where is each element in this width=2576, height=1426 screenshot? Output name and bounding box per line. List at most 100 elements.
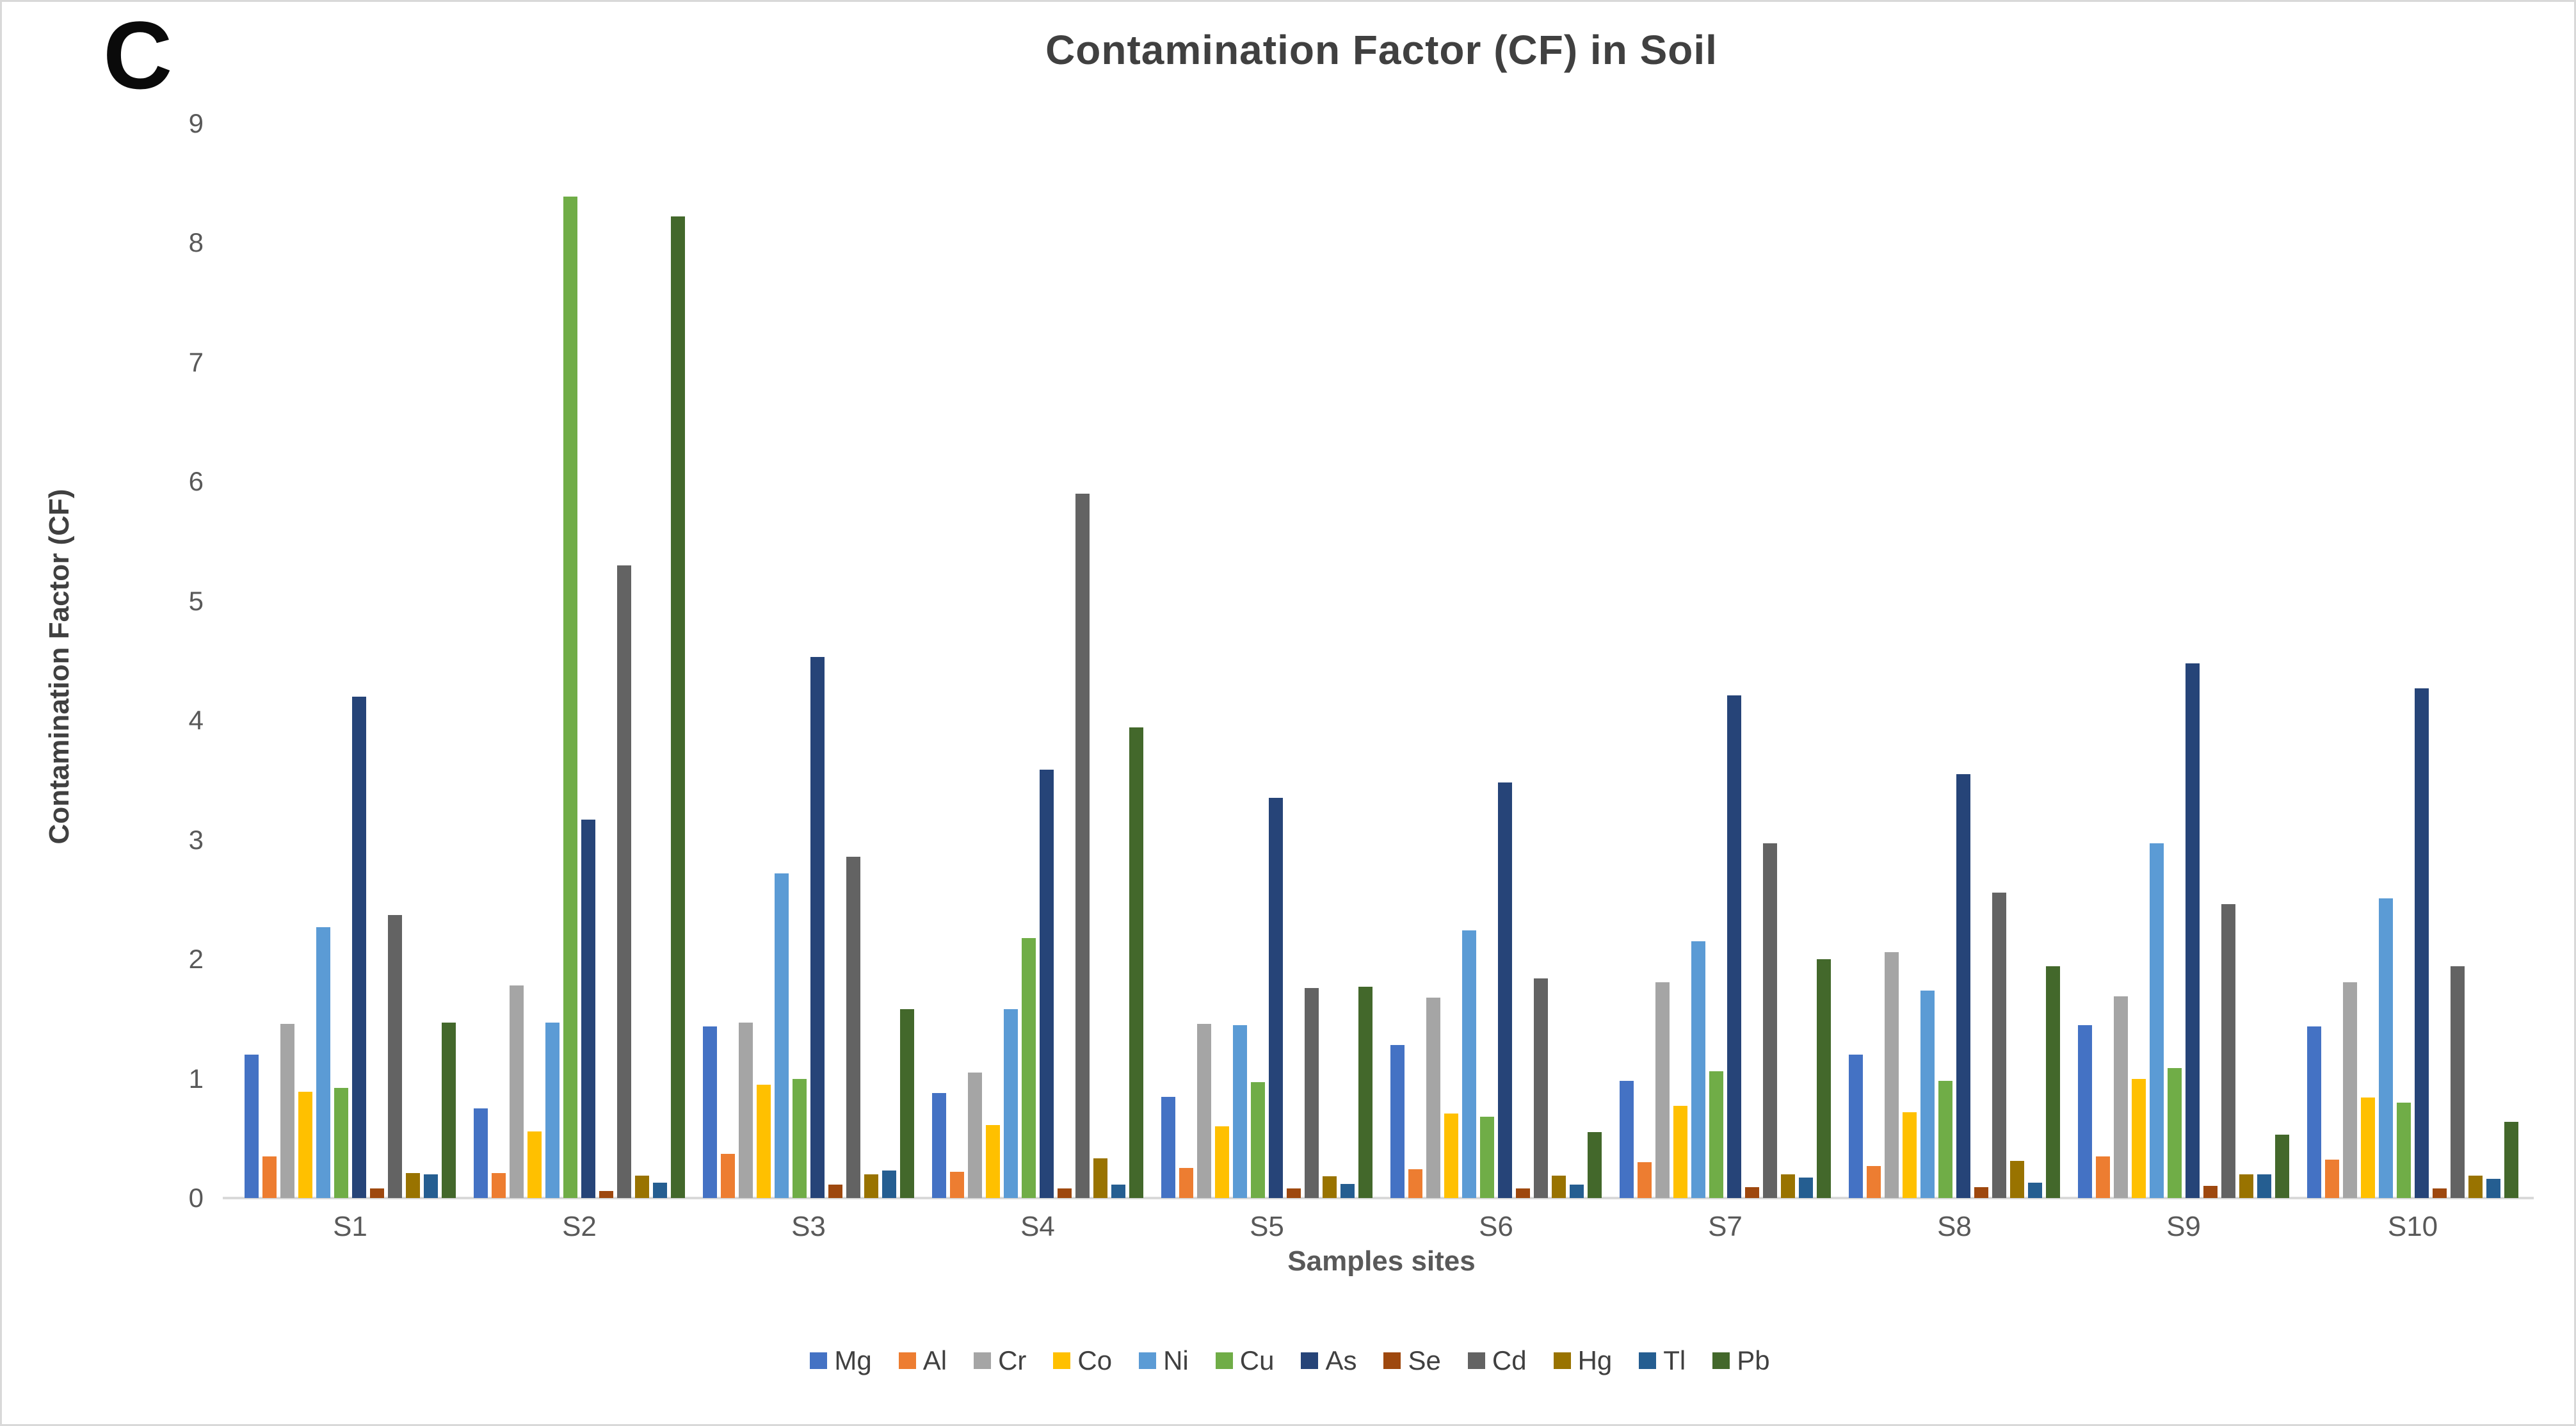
bar-hg-s3 [864, 1174, 878, 1198]
bar-tl-s9 [2257, 1174, 2271, 1198]
bar-pb-s5 [1358, 987, 1373, 1198]
legend-item-cr: Cr [974, 1345, 1026, 1376]
bar-cr-s8 [1885, 952, 1899, 1198]
x-tick-label-s9: S9 [2166, 1211, 2201, 1242]
bar-mg-s8 [1849, 1055, 1863, 1198]
panel-label: C [103, 1, 173, 109]
bar-pb-s2 [671, 216, 685, 1198]
bar-al-s8 [1867, 1166, 1881, 1198]
bar-pb-s10 [2504, 1122, 2518, 1198]
y-tick-label: 4 [188, 705, 204, 736]
bar-cd-s1 [388, 915, 402, 1198]
y-tick-label: 8 [188, 227, 204, 258]
legend-marker-icon [974, 1352, 992, 1369]
bar-cd-s9 [2221, 904, 2235, 1198]
legend-marker-icon [1383, 1352, 1401, 1369]
bar-mg-s7 [1620, 1081, 1634, 1198]
legend-item-se: Se [1383, 1345, 1441, 1376]
x-tick-label-s5: S5 [1250, 1211, 1284, 1242]
bar-mg-s5 [1161, 1097, 1175, 1198]
x-tick-label-s1: S1 [333, 1211, 367, 1242]
x-tick-label-s7: S7 [1708, 1211, 1743, 1242]
x-tick-label-s10: S10 [2387, 1211, 2438, 1242]
bar-cr-s3 [739, 1023, 753, 1198]
bar-se-s8 [1974, 1187, 1988, 1198]
bar-hg-s5 [1323, 1176, 1337, 1198]
legend-marker-icon [898, 1352, 916, 1369]
legend-item-tl: Tl [1639, 1345, 1686, 1376]
legend-item-hg: Hg [1553, 1345, 1613, 1376]
legend-marker-icon [1301, 1352, 1319, 1369]
x-axis-title: Samples sites [1287, 1245, 1476, 1277]
bar-tl-s2 [653, 1183, 667, 1198]
bar-cu-s2 [563, 197, 577, 1198]
bar-tl-s1 [424, 1174, 438, 1198]
legend-label: Co [1077, 1345, 1113, 1375]
x-tick-label-s4: S4 [1020, 1211, 1055, 1242]
legend-marker-icon [1639, 1352, 1657, 1369]
bar-as-s1 [352, 697, 366, 1198]
legend-item-pb: Pb [1712, 1345, 1770, 1376]
bar-se-s7 [1745, 1187, 1759, 1198]
bar-cr-s10 [2343, 982, 2357, 1198]
bar-hg-s10 [2468, 1176, 2483, 1198]
bar-cu-s8 [1938, 1081, 1952, 1198]
bar-cu-s3 [793, 1079, 807, 1198]
legend-item-ni: Ni [1139, 1345, 1189, 1376]
x-axis-line [223, 1197, 2534, 1199]
y-tick-label: 0 [188, 1183, 204, 1213]
bar-cd-s10 [2451, 966, 2465, 1198]
bar-co-s7 [1673, 1106, 1687, 1198]
bar-cd-s7 [1763, 843, 1777, 1198]
y-tick-label: 5 [188, 585, 204, 616]
legend-label: Al [922, 1345, 947, 1375]
bar-se-s10 [2433, 1188, 2447, 1198]
bar-cu-s1 [334, 1088, 348, 1198]
bar-as-s9 [2186, 663, 2200, 1198]
legend-label: Tl [1663, 1345, 1686, 1375]
bar-cd-s8 [1992, 893, 2006, 1198]
bar-tl-s8 [2028, 1183, 2042, 1198]
legend-marker-icon [810, 1352, 828, 1369]
bar-ni-s3 [775, 873, 789, 1198]
bar-cu-s6 [1480, 1117, 1494, 1198]
legend-label: Hg [1577, 1345, 1613, 1375]
legend-item-cd: Cd [1467, 1345, 1527, 1376]
bar-co-s10 [2361, 1098, 2375, 1198]
bar-as-s2 [581, 820, 595, 1198]
y-tick-label: 3 [188, 824, 204, 855]
bar-as-s10 [2415, 688, 2429, 1198]
x-tick-label-s6: S6 [1479, 1211, 1513, 1242]
bar-se-s5 [1287, 1188, 1301, 1198]
bar-ni-s2 [545, 1023, 559, 1198]
legend-marker-icon [1467, 1352, 1485, 1369]
bar-pb-s3 [900, 1009, 914, 1198]
bar-ni-s9 [2150, 843, 2164, 1198]
bar-cu-s9 [2168, 1068, 2182, 1198]
x-tick-label-s8: S8 [1937, 1211, 1972, 1242]
bar-mg-s6 [1390, 1045, 1405, 1198]
y-tick-label: 6 [188, 466, 204, 497]
bar-se-s4 [1058, 1188, 1072, 1198]
bar-mg-s9 [2078, 1025, 2092, 1198]
legend-item-cu: Cu [1215, 1345, 1274, 1376]
bar-pb-s7 [1817, 959, 1831, 1198]
bar-pb-s6 [1588, 1132, 1602, 1198]
bar-cr-s1 [280, 1024, 294, 1198]
x-tick-label-s2: S2 [562, 1211, 597, 1242]
bar-cr-s6 [1426, 998, 1440, 1198]
bar-hg-s9 [2239, 1174, 2253, 1198]
bar-co-s4 [986, 1125, 1000, 1198]
y-tick-label: 7 [188, 346, 204, 377]
bar-cr-s9 [2114, 996, 2128, 1198]
bar-al-s3 [721, 1154, 735, 1198]
legend-marker-icon [1712, 1352, 1730, 1369]
bar-co-s9 [2132, 1079, 2146, 1198]
bar-al-s5 [1179, 1168, 1193, 1198]
bar-se-s9 [2203, 1186, 2218, 1198]
bar-mg-s2 [474, 1108, 488, 1198]
bar-pb-s4 [1129, 727, 1143, 1198]
bar-cu-s5 [1251, 1082, 1265, 1198]
bar-hg-s4 [1093, 1158, 1107, 1198]
y-tick-label: 1 [188, 1063, 204, 1094]
